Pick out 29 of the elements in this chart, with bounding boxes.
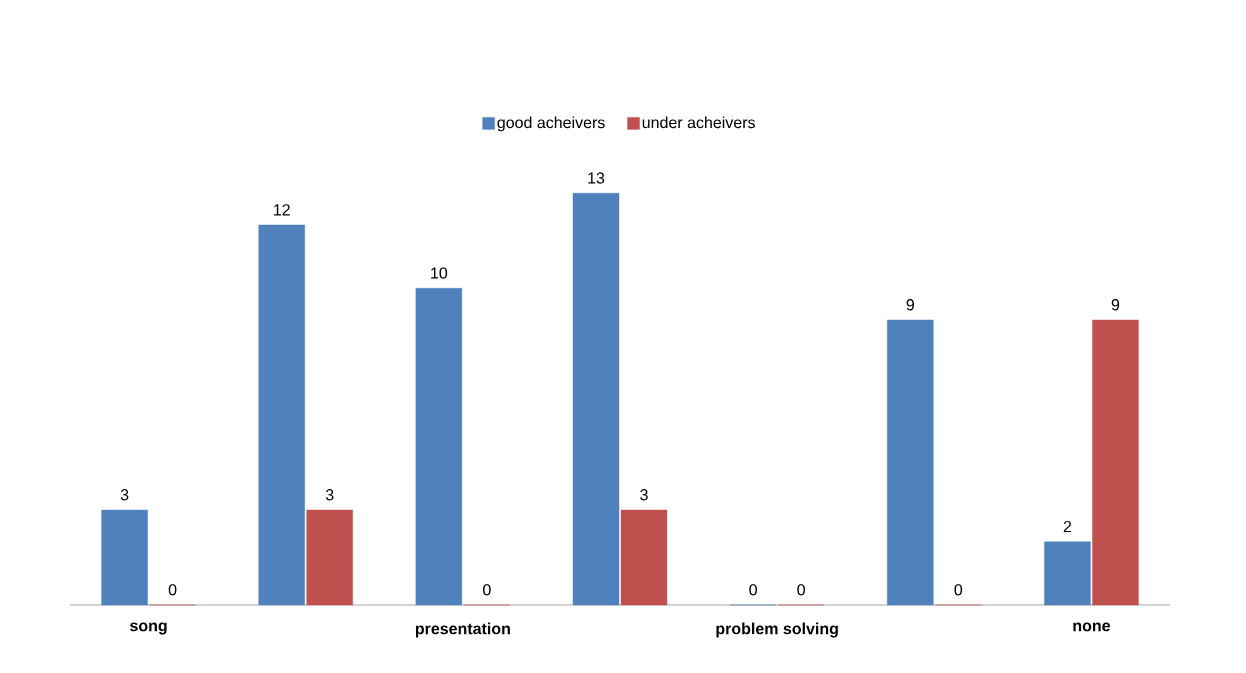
data-label: 12 xyxy=(274,204,290,216)
data-label: 2 xyxy=(1063,520,1072,533)
bar xyxy=(258,224,305,606)
data-label: 9 xyxy=(906,299,914,311)
bar xyxy=(306,509,353,606)
bar xyxy=(415,288,463,606)
data-label: 0 xyxy=(168,584,177,596)
data-label: 13 xyxy=(588,172,605,184)
bar xyxy=(101,509,148,606)
data-label: 9 xyxy=(1111,299,1120,311)
data-label: 0 xyxy=(483,584,491,596)
legend-label: good acheivers xyxy=(497,116,605,132)
bar xyxy=(572,193,620,606)
x-tick-label: presentation xyxy=(415,622,510,638)
x-tick-label: problem solving xyxy=(716,622,838,638)
x-tick-label: none xyxy=(1073,622,1111,632)
legend-label: under acheivers xyxy=(642,116,755,129)
bar xyxy=(1044,541,1091,606)
data-label: 3 xyxy=(640,489,648,501)
data-label: 3 xyxy=(325,489,334,501)
x-tick-label: song xyxy=(130,622,167,635)
data-label: 0 xyxy=(797,584,805,596)
data-label: 3 xyxy=(120,489,129,501)
bar xyxy=(620,509,668,606)
data-label: 10 xyxy=(431,267,448,279)
data-label: 0 xyxy=(749,584,757,596)
bar xyxy=(887,319,934,606)
bar xyxy=(1092,319,1139,606)
data-label: 0 xyxy=(954,584,963,596)
